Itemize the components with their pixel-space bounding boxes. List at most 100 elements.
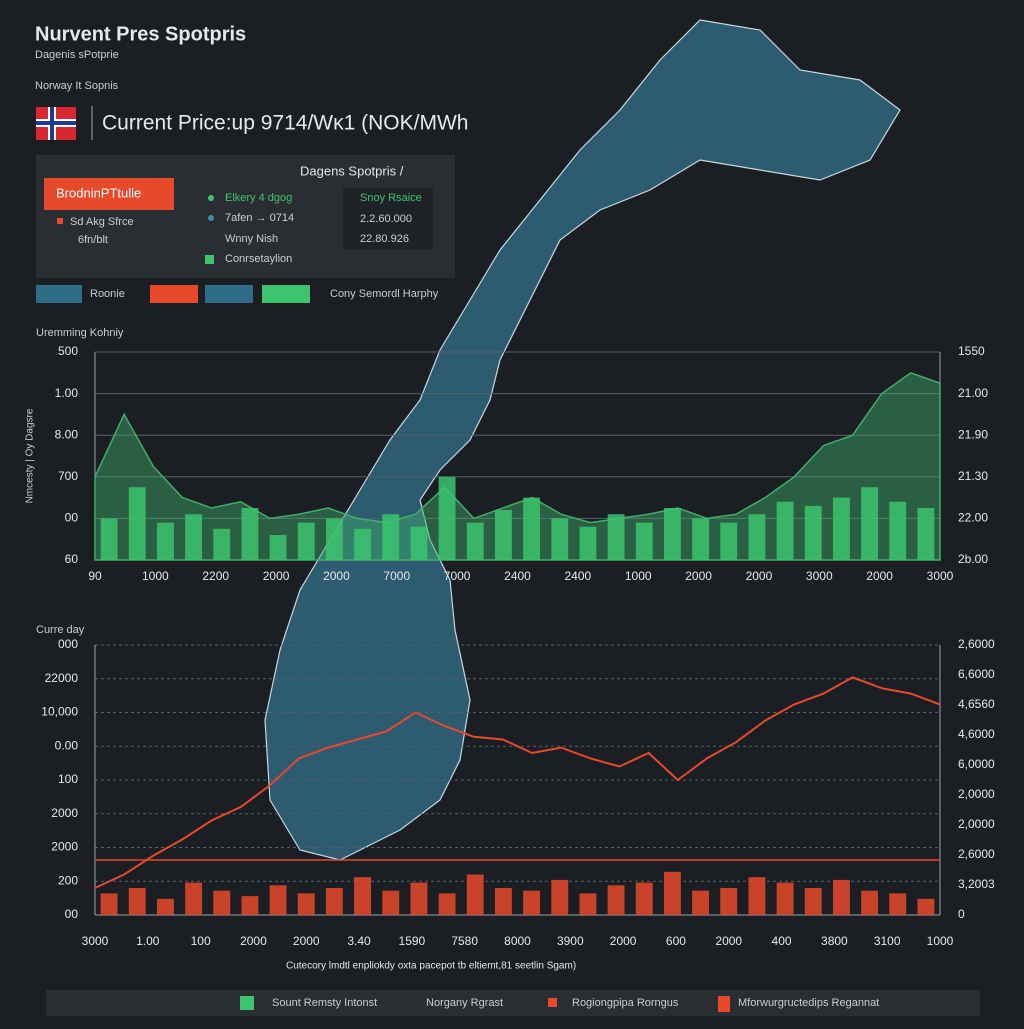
bar <box>804 888 822 915</box>
bar <box>917 508 935 560</box>
bar <box>156 522 174 560</box>
y2-tick-label: 4,6560 <box>958 697 995 711</box>
x-tick-label: 2000 <box>323 569 350 583</box>
legend-swatch <box>718 996 730 1012</box>
bar <box>917 898 935 915</box>
bar <box>523 890 541 915</box>
bar <box>410 882 428 915</box>
y-tick-label: 00 <box>65 511 79 525</box>
x-tick-label: 2400 <box>565 569 592 583</box>
y2-tick-label: 2b.00 <box>958 552 988 566</box>
bar <box>269 535 287 560</box>
bar <box>804 505 822 560</box>
bar <box>692 518 710 560</box>
y-tick-label: 500 <box>58 344 78 358</box>
y-tick-label: 100 <box>58 772 78 786</box>
bar <box>692 890 710 915</box>
y2-tick-label: 4,6000 <box>958 727 995 741</box>
legend-swatch <box>36 285 82 303</box>
x-tick-label: 1590 <box>399 934 426 948</box>
y2-tick-label: 6,6000 <box>958 667 995 681</box>
y2-tick-label: 2,6000 <box>958 637 995 651</box>
region: Norway It Sopnis <box>35 80 119 92</box>
current-price: Current Price:up 9714/Wκ1 (NOK/MWh <box>102 112 468 135</box>
bar <box>269 885 287 915</box>
bar <box>720 888 738 915</box>
bar <box>354 528 372 560</box>
bar <box>663 508 681 560</box>
bar <box>466 874 484 915</box>
bar <box>861 487 879 560</box>
bar <box>410 526 428 560</box>
bar <box>438 893 456 915</box>
y2-tick-label: 1550 <box>958 344 985 358</box>
bar <box>861 890 879 915</box>
legend-swatch <box>208 215 214 221</box>
bar <box>889 893 907 915</box>
y2-tick-label: 2,6000 <box>958 847 995 861</box>
bottom-legend <box>46 990 980 1016</box>
legend-label: Sount Remsty Intonst <box>272 997 377 1009</box>
x-tick-label: 2000 <box>263 569 290 583</box>
bar <box>776 501 794 560</box>
bar <box>466 522 484 560</box>
bar <box>325 518 343 560</box>
legend-swatch <box>205 285 253 303</box>
legend-swatch <box>205 255 214 264</box>
y-tick-label: 60 <box>65 552 79 566</box>
legend-swatch <box>57 218 63 224</box>
bar <box>100 893 118 915</box>
y-tick-label: 0.00 <box>55 738 79 752</box>
x-tick-label: 3.40 <box>347 934 371 948</box>
flag <box>36 107 76 140</box>
bar <box>241 896 259 915</box>
bar <box>579 893 597 915</box>
bar <box>128 888 146 915</box>
bar <box>776 882 794 915</box>
y-tick-label: 2000 <box>51 806 78 820</box>
x-tick-label: 2000 <box>715 934 742 948</box>
panel-button[interactable] <box>44 178 174 210</box>
y2-tick-label: 22.00 <box>958 511 988 525</box>
bar <box>241 508 259 560</box>
legend-label: Mforwurgructedips Regannat <box>738 997 879 1009</box>
x-tick-label: 1000 <box>927 934 954 948</box>
x-tick-label: 2000 <box>866 569 893 583</box>
bar <box>213 890 231 915</box>
x-tick-label: 2000 <box>293 934 320 948</box>
y2-tick-label: 21.00 <box>958 386 988 400</box>
y-tick-label: 00 <box>65 907 79 921</box>
panel-item: 6fn/blt <box>78 234 108 246</box>
panel-item: Conrsetaylion <box>225 253 292 265</box>
panel-item: Snoy Rsaice <box>360 192 422 204</box>
y-tick-label: 700 <box>58 469 78 483</box>
bar <box>832 879 850 915</box>
x-tick-label: 1000 <box>625 569 652 583</box>
bar <box>297 522 315 560</box>
panel-title: Dagens Spotpris / <box>300 163 404 178</box>
bar <box>297 893 315 915</box>
bar <box>494 510 512 560</box>
bar <box>213 528 231 560</box>
x-tick-label: 2000 <box>240 934 267 948</box>
bar <box>128 487 146 560</box>
x-tick-label: 600 <box>666 934 686 948</box>
panel-button-label[interactable]: BrodninPTtulle <box>56 185 141 200</box>
y-tick-label: 1.00 <box>55 386 79 400</box>
x-tick-label: 2000 <box>610 934 637 948</box>
legend-label: Rogiongpipa Rorngus <box>572 997 679 1009</box>
x-tick-label: 1000 <box>142 569 169 583</box>
y2-tick-label: 6,0000 <box>958 757 995 771</box>
y-tick-label: 000 <box>58 637 78 651</box>
bar <box>354 877 372 915</box>
bar <box>156 898 174 915</box>
y2-tick-label: 21.30 <box>958 469 988 483</box>
chart-title: Curre day <box>36 624 85 636</box>
footnote: Cutecory lmdtl enpliokdy oxta pacepot tb… <box>286 961 576 972</box>
x-tick-label: 3000 <box>82 934 109 948</box>
x-tick-label: 2000 <box>746 569 773 583</box>
bar <box>438 476 456 560</box>
bar <box>185 514 203 560</box>
x-tick-label: 3900 <box>557 934 584 948</box>
